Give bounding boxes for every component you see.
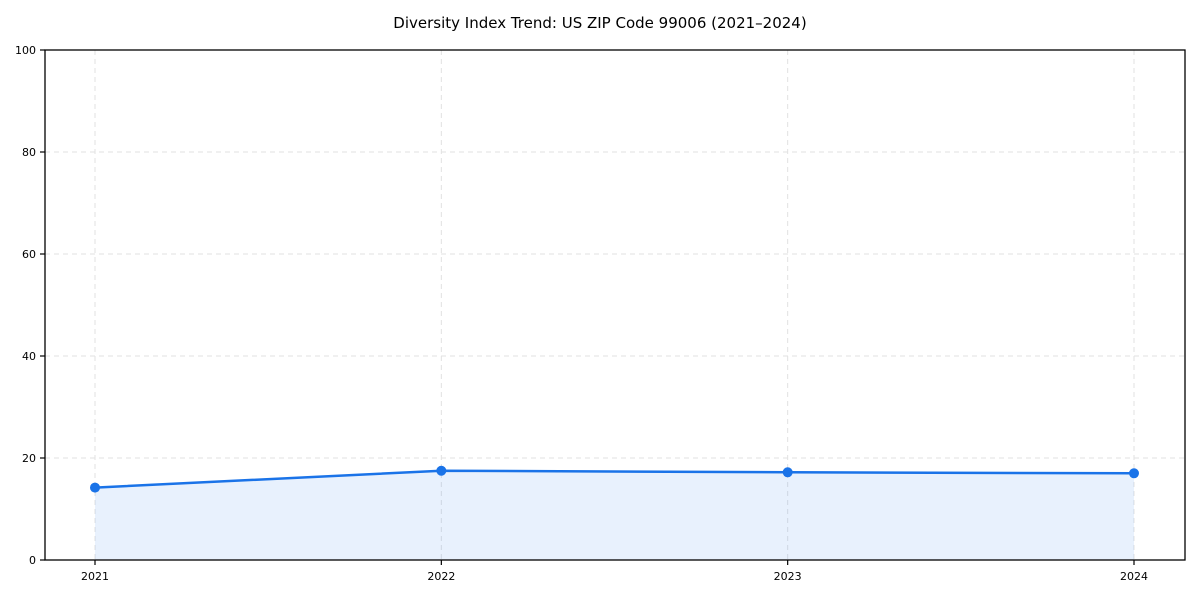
plot-border [44, 49, 1186, 561]
y-tick-label: 60 [22, 248, 36, 261]
data-point-2024 [1129, 468, 1139, 479]
y-tick-label: 80 [22, 146, 36, 159]
trend-line [93, 469, 1136, 489]
data-point-2021 [90, 482, 100, 493]
y-tick-label: 40 [22, 350, 36, 363]
chart-title: Diversity Index Trend: US ZIP Code 99006… [393, 14, 807, 32]
x-tick-label: 2024 [1120, 570, 1148, 583]
area-fill [95, 470, 1134, 560]
y-tick-label: 100 [15, 44, 36, 57]
plot-area [45, 50, 1185, 560]
y-tick-label: 0 [29, 554, 36, 567]
x-tick-label: 2023 [774, 570, 802, 583]
x-tick-label: 2022 [427, 570, 455, 583]
data-point-2023 [782, 467, 793, 478]
x-tick-label: 2021 [81, 570, 109, 583]
y-tick-label: 20 [22, 452, 36, 465]
data-point-2022 [436, 465, 447, 476]
